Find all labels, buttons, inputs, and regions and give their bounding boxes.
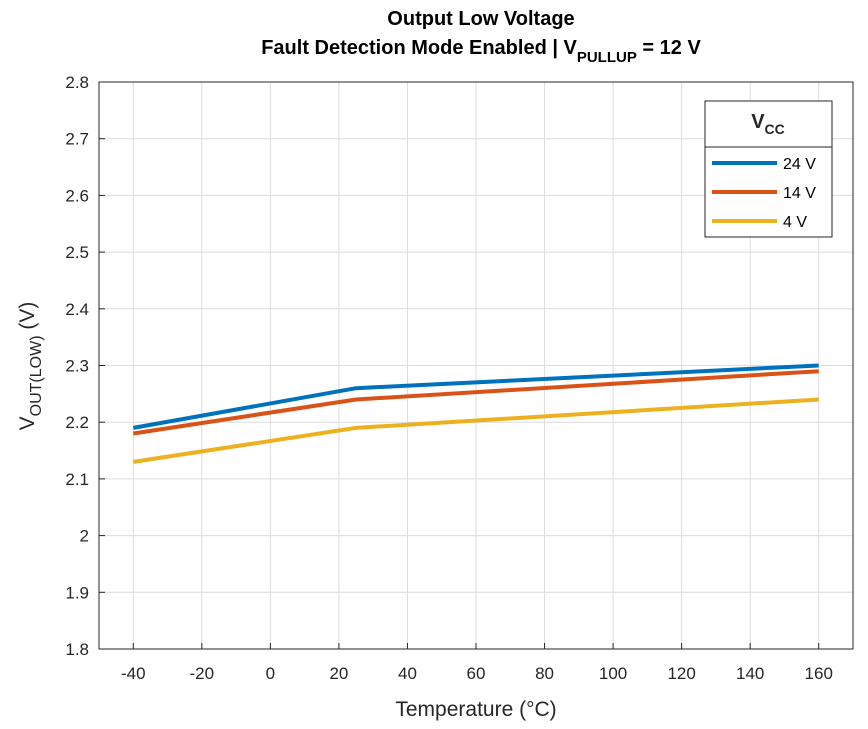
y-tick-label: 2.6	[65, 186, 89, 205]
series-line-4v	[132, 397, 819, 464]
x-tick-label: 20	[329, 664, 348, 683]
y-tick-label: 2.7	[65, 130, 89, 149]
legend-box	[704, 100, 833, 238]
y-tick-label: 2	[80, 527, 89, 546]
y-tick-label: 1.8	[65, 640, 89, 659]
legend: VCC 24 V 14 V 4 V	[704, 100, 833, 238]
legend-label-4v: 4 V	[783, 214, 807, 231]
x-tick-label: 60	[467, 664, 486, 683]
x-tick-label: 100	[599, 664, 627, 683]
axis-ticks: -40 -20 0 20 40 60 80 100 120 140 160 1.8 1.9 2 2.1 2.2…	[65, 73, 833, 683]
legend-entries: 24 V 14 V 4 V	[712, 156, 816, 231]
y-tick-label: 2.5	[65, 243, 89, 262]
x-tick-label: 140	[736, 664, 764, 683]
y-tick-label: 2.3	[65, 357, 89, 376]
y-tick-label: 2.2	[65, 413, 89, 432]
x-tick-label: 120	[667, 664, 695, 683]
legend-title: VCC	[751, 111, 785, 137]
chart-title-line2: Fault Detection Mode Enabled | VPULLUP =…	[261, 37, 701, 66]
x-tick-label: 0	[266, 664, 275, 683]
x-tick-label: 40	[398, 664, 417, 683]
x-tick-label: -20	[190, 664, 215, 683]
plot-area: -40 -20 0 20 40 60 80 100 120 140 160 1.8 1.9 2 2.1 2.2…	[65, 73, 854, 683]
x-axis-label: Temperature (°C)	[395, 698, 556, 721]
y-axis-label: VOUT(LOW) (V)	[16, 302, 45, 431]
series-line-14v	[132, 369, 819, 436]
y-tick-label: 2.8	[65, 73, 89, 92]
y-tick-label: 2.1	[65, 470, 89, 489]
chart-title-line1: Output Low Voltage	[387, 8, 574, 30]
series-lines	[132, 363, 819, 464]
legend-label-14v: 14 V	[783, 185, 816, 202]
y-tick-label: 1.9	[65, 583, 89, 602]
x-tick-label: 80	[535, 664, 554, 683]
legend-label-24v: 24 V	[783, 156, 816, 173]
y-tick-label: 2.4	[65, 300, 89, 319]
x-tick-label: -40	[121, 664, 146, 683]
x-tick-label: 160	[805, 664, 833, 683]
series-line-24v	[132, 363, 819, 430]
